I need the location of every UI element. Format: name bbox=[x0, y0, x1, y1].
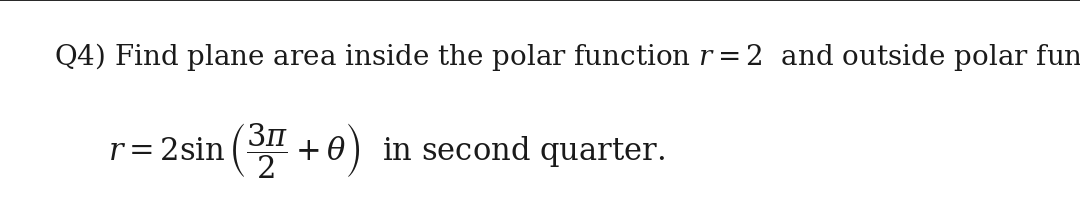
Text: Q4) Find plane area inside the polar function $r = 2$  and outside polar functio: Q4) Find plane area inside the polar fun… bbox=[54, 41, 1080, 73]
Text: $r = 2\sin\left(\dfrac{3\pi}{2} + \theta\right)$  in second quarter.: $r = 2\sin\left(\dfrac{3\pi}{2} + \theta… bbox=[108, 122, 665, 181]
